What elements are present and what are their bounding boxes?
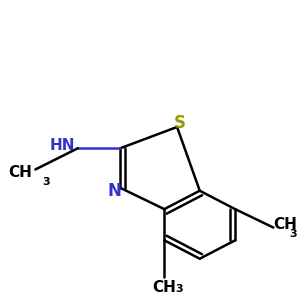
Text: 3: 3 [176,284,183,294]
Text: CH: CH [273,217,297,232]
Text: HN: HN [50,138,75,153]
Text: CH: CH [9,165,33,180]
Text: 3: 3 [43,177,50,187]
Text: 3: 3 [289,229,297,239]
Text: N: N [108,182,122,200]
Text: CH: CH [152,280,176,295]
Text: S: S [174,114,186,132]
